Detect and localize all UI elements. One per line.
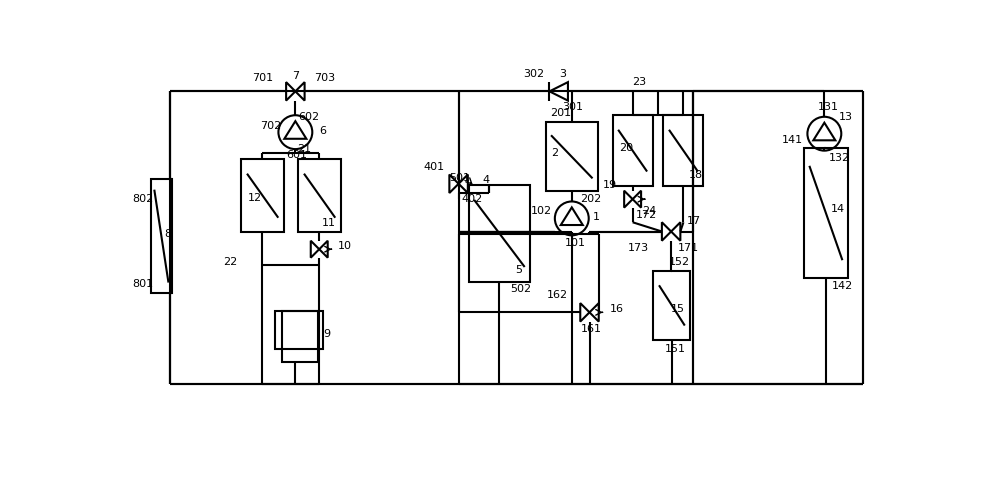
Text: 6: 6 xyxy=(319,125,326,136)
Text: 702: 702 xyxy=(260,121,281,131)
Text: 502: 502 xyxy=(510,284,532,294)
Text: 801: 801 xyxy=(132,279,153,289)
Text: 2: 2 xyxy=(551,148,558,158)
Polygon shape xyxy=(286,82,295,101)
Text: 14: 14 xyxy=(831,204,845,214)
Text: 602: 602 xyxy=(299,112,320,122)
Text: 202: 202 xyxy=(580,194,601,204)
Polygon shape xyxy=(449,174,459,193)
Polygon shape xyxy=(459,174,468,193)
Text: 703: 703 xyxy=(314,72,335,82)
Text: 302: 302 xyxy=(523,69,545,80)
Text: 8: 8 xyxy=(164,229,171,239)
Bar xyxy=(653,271,690,340)
Text: 13: 13 xyxy=(839,112,853,122)
Text: 171: 171 xyxy=(677,243,699,253)
Text: 201: 201 xyxy=(550,108,572,118)
Text: 10: 10 xyxy=(338,241,352,251)
Text: 16: 16 xyxy=(609,304,623,313)
Bar xyxy=(663,115,703,186)
Text: 7: 7 xyxy=(292,71,299,81)
Text: 21: 21 xyxy=(298,144,312,154)
Text: 162: 162 xyxy=(547,290,568,300)
Text: 301: 301 xyxy=(562,102,583,112)
Polygon shape xyxy=(311,241,319,258)
Bar xyxy=(151,179,172,293)
Text: 19: 19 xyxy=(602,180,617,190)
Text: 24: 24 xyxy=(642,206,657,217)
Bar xyxy=(613,115,653,186)
Polygon shape xyxy=(295,82,305,101)
Text: 141: 141 xyxy=(781,135,803,145)
Text: 501: 501 xyxy=(449,172,470,182)
Polygon shape xyxy=(662,222,671,241)
Polygon shape xyxy=(624,191,633,207)
Polygon shape xyxy=(319,241,328,258)
Polygon shape xyxy=(549,82,568,101)
Text: 3: 3 xyxy=(559,69,566,80)
Polygon shape xyxy=(580,303,590,321)
Bar xyxy=(298,159,341,232)
Text: 101: 101 xyxy=(565,238,586,248)
Bar xyxy=(282,311,318,363)
Text: 173: 173 xyxy=(628,243,649,253)
Polygon shape xyxy=(671,222,680,241)
Text: 18: 18 xyxy=(689,170,703,180)
Bar xyxy=(241,159,284,232)
Polygon shape xyxy=(633,191,641,207)
Text: 11: 11 xyxy=(322,218,336,228)
Text: 20: 20 xyxy=(619,143,634,153)
Text: 172: 172 xyxy=(636,209,657,219)
Text: 22: 22 xyxy=(223,257,237,266)
Text: 23: 23 xyxy=(632,77,647,87)
Text: 402: 402 xyxy=(462,194,483,204)
Text: 5: 5 xyxy=(515,265,522,275)
Bar xyxy=(275,311,323,349)
Bar xyxy=(469,185,530,282)
Polygon shape xyxy=(590,303,599,321)
Text: 102: 102 xyxy=(530,205,552,216)
Text: 17: 17 xyxy=(687,216,701,226)
Text: 1: 1 xyxy=(593,212,600,222)
Text: 15: 15 xyxy=(671,304,685,314)
Text: 701: 701 xyxy=(252,72,274,82)
Bar xyxy=(546,122,598,192)
Text: 161: 161 xyxy=(581,324,602,334)
Text: 131: 131 xyxy=(818,102,839,112)
Text: 152: 152 xyxy=(669,257,690,266)
Text: 4: 4 xyxy=(482,175,489,185)
Bar xyxy=(804,148,848,278)
Text: 151: 151 xyxy=(664,344,685,354)
Text: 132: 132 xyxy=(829,153,850,163)
Text: 401: 401 xyxy=(423,162,445,172)
Text: 9: 9 xyxy=(323,329,330,339)
Text: 601: 601 xyxy=(286,150,307,160)
Text: 142: 142 xyxy=(831,281,853,291)
Text: 12: 12 xyxy=(248,193,262,203)
Text: 802: 802 xyxy=(132,194,154,204)
